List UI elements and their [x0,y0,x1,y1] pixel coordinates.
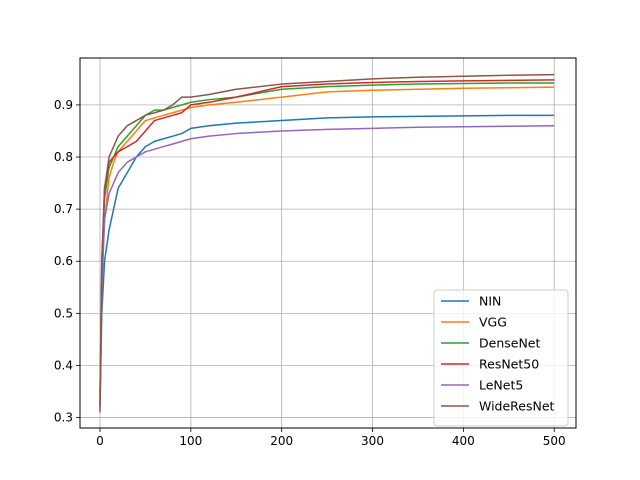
x-tick-label: 500 [543,434,566,448]
plot-frame [79,57,577,429]
x-tick-label: 100 [179,434,202,448]
legend-label: WideResNet [479,399,555,414]
series-lines [99,73,555,413]
y-tick-label: 0.9 [54,98,73,112]
series-line-vgg [99,86,555,402]
legend-label: VGG [479,315,507,330]
grid [80,58,576,428]
x-tick-label: 0 [96,434,104,448]
x-tick-label: 300 [361,434,384,448]
y-tick-label: 0.5 [54,306,73,320]
legend-label: ResNet50 [479,357,539,372]
y-tick-label: 0.3 [54,411,73,425]
series-line-wideresnet [99,73,555,413]
y-tick-label: 0.7 [54,202,73,216]
x-axis: 0 100 200 300 400 500 [96,428,566,448]
y-tick-label: 0.8 [54,150,73,164]
series-line-resnet50 [99,79,555,397]
series-line-nin [99,114,555,408]
series-line-densenet [99,82,555,392]
y-axis: 0.3 0.4 0.5 0.6 0.7 0.8 0.9 [54,98,80,425]
x-tick-label: 200 [270,434,293,448]
y-tick-label: 0.4 [54,358,73,372]
legend-label: DenseNet [479,336,540,351]
y-tick-label: 0.6 [54,254,73,268]
legend-label: LeNet5 [479,378,523,393]
series-line-lenet5 [99,125,555,408]
legend: NIN VGG DenseNet ResNet50 LeNet5 WideResNet [433,289,569,427]
x-tick-label: 400 [452,434,475,448]
legend-label: NIN [479,294,501,309]
legend-box [433,289,569,427]
